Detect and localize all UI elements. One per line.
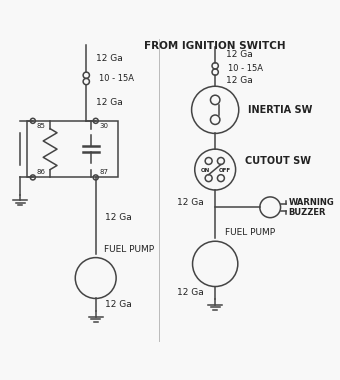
Text: 12 Ga: 12 Ga	[226, 76, 253, 85]
Text: OFF: OFF	[218, 168, 231, 173]
Text: 12 Ga: 12 Ga	[177, 288, 204, 297]
Text: 10 - 15A: 10 - 15A	[228, 65, 263, 73]
Text: INERTIA SW: INERTIA SW	[248, 105, 312, 115]
Text: 12 Ga: 12 Ga	[177, 198, 204, 207]
Text: FUEL PUMP: FUEL PUMP	[104, 245, 154, 254]
Text: 12 Ga: 12 Ga	[226, 50, 253, 59]
Text: 12 Ga: 12 Ga	[105, 300, 132, 309]
Text: 12 Ga: 12 Ga	[105, 213, 132, 222]
Text: 12 Ga: 12 Ga	[96, 98, 122, 107]
Text: FROM IGNITION SWITCH: FROM IGNITION SWITCH	[144, 41, 286, 51]
Text: 85: 85	[37, 124, 46, 129]
Text: 10 - 15A: 10 - 15A	[99, 74, 134, 83]
Text: 86: 86	[37, 169, 46, 175]
Text: CUTOUT SW: CUTOUT SW	[245, 157, 311, 166]
Text: 12 Ga: 12 Ga	[96, 54, 122, 63]
Text: 30: 30	[100, 124, 109, 129]
Text: FUEL PUMP: FUEL PUMP	[225, 228, 275, 238]
Text: WARNING
BUZZER: WARNING BUZZER	[288, 198, 334, 217]
Text: ON: ON	[200, 168, 209, 173]
Bar	[27, 121, 118, 177]
Text: 87: 87	[100, 169, 109, 175]
